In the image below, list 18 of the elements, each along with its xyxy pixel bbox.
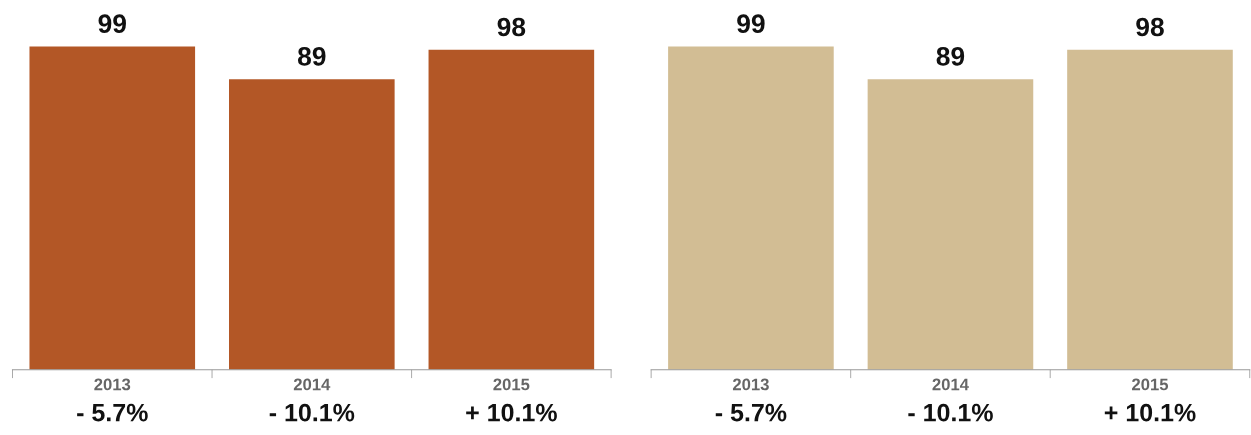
x-tick-label: 2014 (293, 378, 331, 391)
text: - 5.7% (77, 403, 148, 422)
data-label: 89 (297, 47, 326, 66)
x-tick-label: 2014 (932, 378, 969, 391)
text: + 10.1% (1104, 403, 1196, 422)
text: - 10.1% (269, 403, 355, 422)
data-label: 89 (936, 47, 965, 66)
x-tick-label: 2015 (493, 378, 530, 391)
text: - 10.1% (908, 403, 993, 422)
data-label: 98 (497, 17, 526, 37)
text: - 5.7% (715, 403, 787, 422)
x-tick-label: 2013 (94, 378, 131, 391)
data-label: 99 (98, 14, 126, 34)
x-tick-label: 2013 (732, 378, 769, 391)
x-tick-label: 2015 (1132, 378, 1169, 391)
data-label: 98 (1136, 17, 1164, 37)
text: + 10.1% (466, 403, 557, 422)
data-label: 99 (737, 14, 765, 34)
